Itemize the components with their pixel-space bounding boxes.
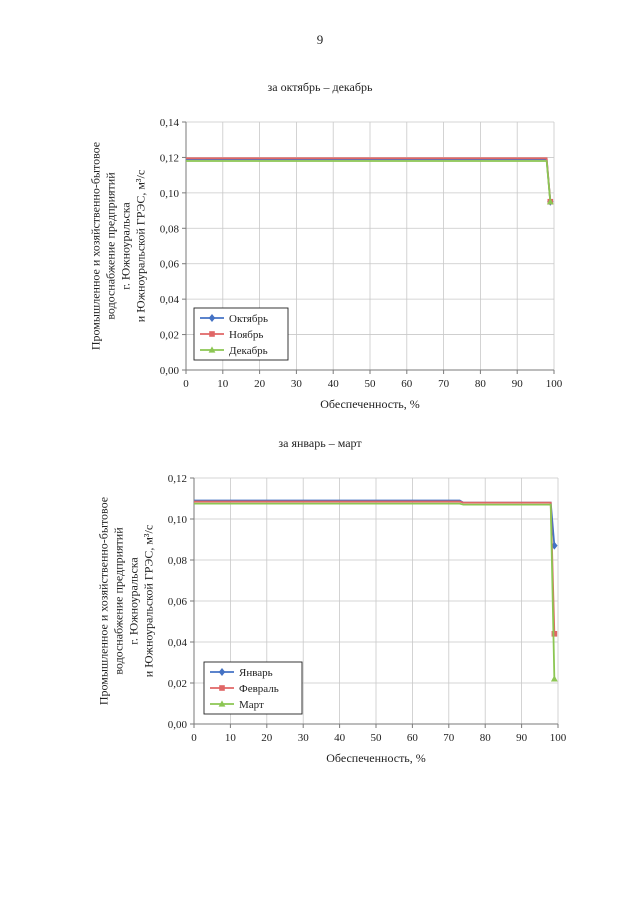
legend-marker bbox=[219, 685, 225, 691]
chart-jan-mar: 0 10 20 30 40 50 60 70 80 90 100 0,00 0,02 0,04 0,06 0,… bbox=[97, 473, 567, 765]
x-tick-label: 30 bbox=[298, 732, 310, 744]
y-axis-title-line: Промышленное и хозяйственно-бытовое bbox=[89, 142, 103, 350]
legend: Январь Февраль Март bbox=[203, 661, 303, 715]
chart-title-oct-dec: за октябрь – декабрь bbox=[267, 80, 373, 94]
y-tick-label: 0,10 bbox=[160, 188, 180, 200]
y-tick-label: 0,06 bbox=[168, 596, 188, 608]
data-point bbox=[551, 631, 558, 637]
series-3 bbox=[194, 502, 558, 682]
x-tick-label: 40 bbox=[334, 732, 346, 744]
legend-marker bbox=[209, 331, 215, 337]
legend-label: Январь bbox=[239, 667, 273, 679]
x-tick-label: 90 bbox=[516, 732, 528, 744]
legend-marker bbox=[218, 700, 226, 707]
x-tick-label: 40 bbox=[328, 378, 340, 390]
y-axis-title-line: г. Южноуральска bbox=[119, 202, 133, 290]
legend-label: Ноябрь bbox=[229, 329, 263, 341]
y-axis-title-line: водоснабжение предприятий bbox=[104, 172, 118, 320]
x-tick-label: 80 bbox=[475, 378, 487, 390]
x-tick-label: 10 bbox=[225, 732, 237, 744]
y-axis-title-line: водоснабжение предприятий bbox=[112, 527, 126, 675]
x-tick-label: 70 bbox=[438, 378, 450, 390]
x-tick-label: 100 bbox=[550, 732, 567, 744]
y-tick-label: 0,04 bbox=[168, 637, 188, 649]
x-tick-label: 50 bbox=[371, 732, 383, 744]
y-tick-label: 0,04 bbox=[160, 294, 180, 306]
y-tick-label: 0,12 bbox=[168, 473, 187, 485]
y-axis-title-line: г. Южноуральска bbox=[127, 557, 141, 645]
y-tick-label: 0,10 bbox=[168, 514, 188, 526]
series-line bbox=[194, 502, 556, 679]
y-tick-label: 0,12 bbox=[160, 152, 179, 164]
y-tick-label: 0,02 bbox=[160, 330, 179, 342]
gridlines bbox=[194, 477, 559, 724]
legend-label: Февраль bbox=[239, 683, 279, 695]
y-tick-label: 0,00 bbox=[160, 365, 180, 377]
x-tick-label: 20 bbox=[261, 732, 273, 744]
legend-marker bbox=[218, 668, 226, 676]
data-point bbox=[546, 198, 554, 205]
y-tick-label: 0,14 bbox=[160, 117, 180, 129]
y-tick-label: 0,08 bbox=[168, 555, 188, 567]
x-tick-label: 20 bbox=[254, 378, 266, 390]
x-axis-title: Обеспеченность, % bbox=[326, 751, 426, 765]
y-axis-title-line: и Южноуральской ГРЭС, м³/с bbox=[134, 170, 148, 322]
data-point bbox=[550, 675, 558, 682]
chart-title-jan-mar: за январь – март bbox=[278, 436, 362, 450]
x-tick-label: 80 bbox=[480, 732, 492, 744]
legend: Октябрь Ноябрь Декабрь bbox=[193, 307, 289, 361]
x-tick-label: 10 bbox=[217, 378, 229, 390]
y-tick-label: 0,08 bbox=[160, 223, 180, 235]
x-tick-label: 30 bbox=[291, 378, 303, 390]
legend-marker bbox=[208, 314, 216, 322]
series-line bbox=[186, 160, 552, 202]
x-tick-label: 50 bbox=[365, 378, 377, 390]
legend-label: Март bbox=[239, 699, 264, 711]
page-number: 9 bbox=[316, 32, 324, 47]
y-tick-label: 0,06 bbox=[160, 259, 180, 271]
y-tick-label: 0,02 bbox=[168, 678, 187, 690]
legend-marker bbox=[208, 346, 216, 353]
x-tick-label: 90 bbox=[512, 378, 524, 390]
x-tick-label: 0 bbox=[191, 732, 197, 744]
legend-label: Декабрь bbox=[229, 345, 268, 357]
chart-oct-dec: 0 10 20 30 40 50 60 70 80 90 100 0,00 0,02 0,04 0,06 0,… bbox=[89, 117, 563, 411]
x-tick-label: 60 bbox=[401, 378, 413, 390]
y-axis-title-line: Промышленное и хозяйственно-бытовое bbox=[97, 497, 111, 705]
legend-label: Октябрь bbox=[229, 313, 268, 325]
y-axis-title-line: и Южноуральской ГРЭС, м³/с bbox=[142, 525, 156, 677]
x-axis-title: Обеспеченность, % bbox=[320, 397, 420, 411]
x-tick-label: 100 bbox=[546, 378, 563, 390]
series-3 bbox=[186, 160, 554, 205]
y-tick-label: 0,00 bbox=[168, 719, 188, 731]
x-tick-label: 60 bbox=[407, 732, 419, 744]
x-tick-label: 70 bbox=[443, 732, 455, 744]
x-tick-label: 0 bbox=[183, 378, 189, 390]
